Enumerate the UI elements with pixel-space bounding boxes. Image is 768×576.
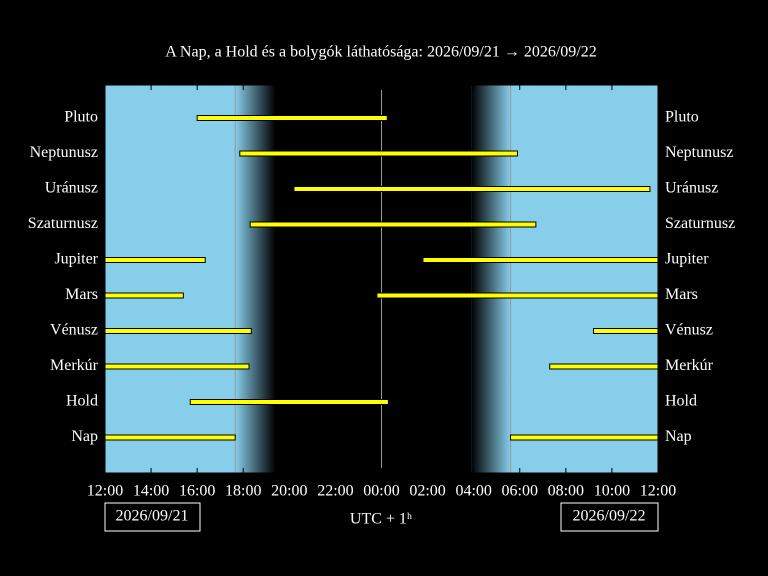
x-tick-label: 14:00 xyxy=(133,483,169,500)
x-tick-label: 08:00 xyxy=(548,483,584,500)
visibility-bar xyxy=(104,257,206,263)
visibility-bar xyxy=(293,186,651,192)
visibility-bar xyxy=(104,328,252,334)
visibility-bar xyxy=(549,363,659,370)
y-tick-label-right: Neptunusz xyxy=(665,144,733,161)
y-tick-label: Hold xyxy=(66,393,98,410)
x-tick-label: 02:00 xyxy=(409,483,445,500)
night xyxy=(275,85,472,473)
visibility-bar xyxy=(510,434,659,441)
chart-title: A Nap, a Hold és a bolygók láthatósága: … xyxy=(165,44,597,61)
visibility-bar xyxy=(189,399,389,405)
x-tick-label: 22:00 xyxy=(317,483,353,500)
date-box xyxy=(560,502,659,532)
y-tick-label-right: Merkúr xyxy=(665,357,714,374)
y-tick-label-right: Nap xyxy=(665,428,692,445)
visibility-bar xyxy=(422,257,659,263)
x-axis-label: UTC + 1ʰ xyxy=(350,511,412,528)
y-tick-label: Vénusz xyxy=(50,322,98,339)
y-tick-label: Neptunusz xyxy=(30,144,98,161)
visibility-bar xyxy=(239,150,518,157)
visibility-bar xyxy=(104,292,184,299)
dusk xyxy=(235,85,276,473)
end-date: 2026/09/22 xyxy=(573,508,646,525)
visibility-bar xyxy=(196,115,388,121)
start-date: 2026/09/21 xyxy=(116,508,189,525)
y-tick-label-right: Hold xyxy=(665,393,697,410)
y-tick-label: Szaturnusz xyxy=(28,215,98,232)
x-tick-label: 18:00 xyxy=(225,483,261,500)
visibility-bar xyxy=(592,328,659,334)
visibility-bar xyxy=(104,363,250,370)
y-tick-label-right: Vénusz xyxy=(665,322,713,339)
x-tick-label: 12:00 xyxy=(640,483,676,500)
x-tick-label: 16:00 xyxy=(179,483,215,500)
y-tick-label: Mars xyxy=(65,286,98,303)
visibility-bar xyxy=(104,434,236,441)
y-tick-label: Merkúr xyxy=(50,357,99,374)
y-tick-label: Jupiter xyxy=(54,251,98,268)
y-tick-label-right: Pluto xyxy=(665,109,699,126)
y-tick-label: Pluto xyxy=(64,109,98,126)
y-tick-label-right: Jupiter xyxy=(665,251,709,268)
y-tick-label: Uránusz xyxy=(45,180,98,197)
x-tick-label: 06:00 xyxy=(502,483,538,500)
x-tick-label: 10:00 xyxy=(594,483,630,500)
x-tick-label: 04:00 xyxy=(455,483,491,500)
date-box xyxy=(104,502,201,532)
x-tick-label: 20:00 xyxy=(271,483,307,500)
x-tick-label: 12:00 xyxy=(87,483,123,500)
y-tick-label-right: Szaturnusz xyxy=(665,215,735,232)
x-tick-label: 00:00 xyxy=(363,483,399,500)
y-tick-label: Nap xyxy=(71,428,98,445)
visibility-bar xyxy=(376,292,659,299)
visibility-bar xyxy=(249,221,537,228)
dawn xyxy=(471,85,511,473)
y-tick-label-right: Mars xyxy=(665,286,698,303)
y-tick-label-right: Uránusz xyxy=(665,180,718,197)
